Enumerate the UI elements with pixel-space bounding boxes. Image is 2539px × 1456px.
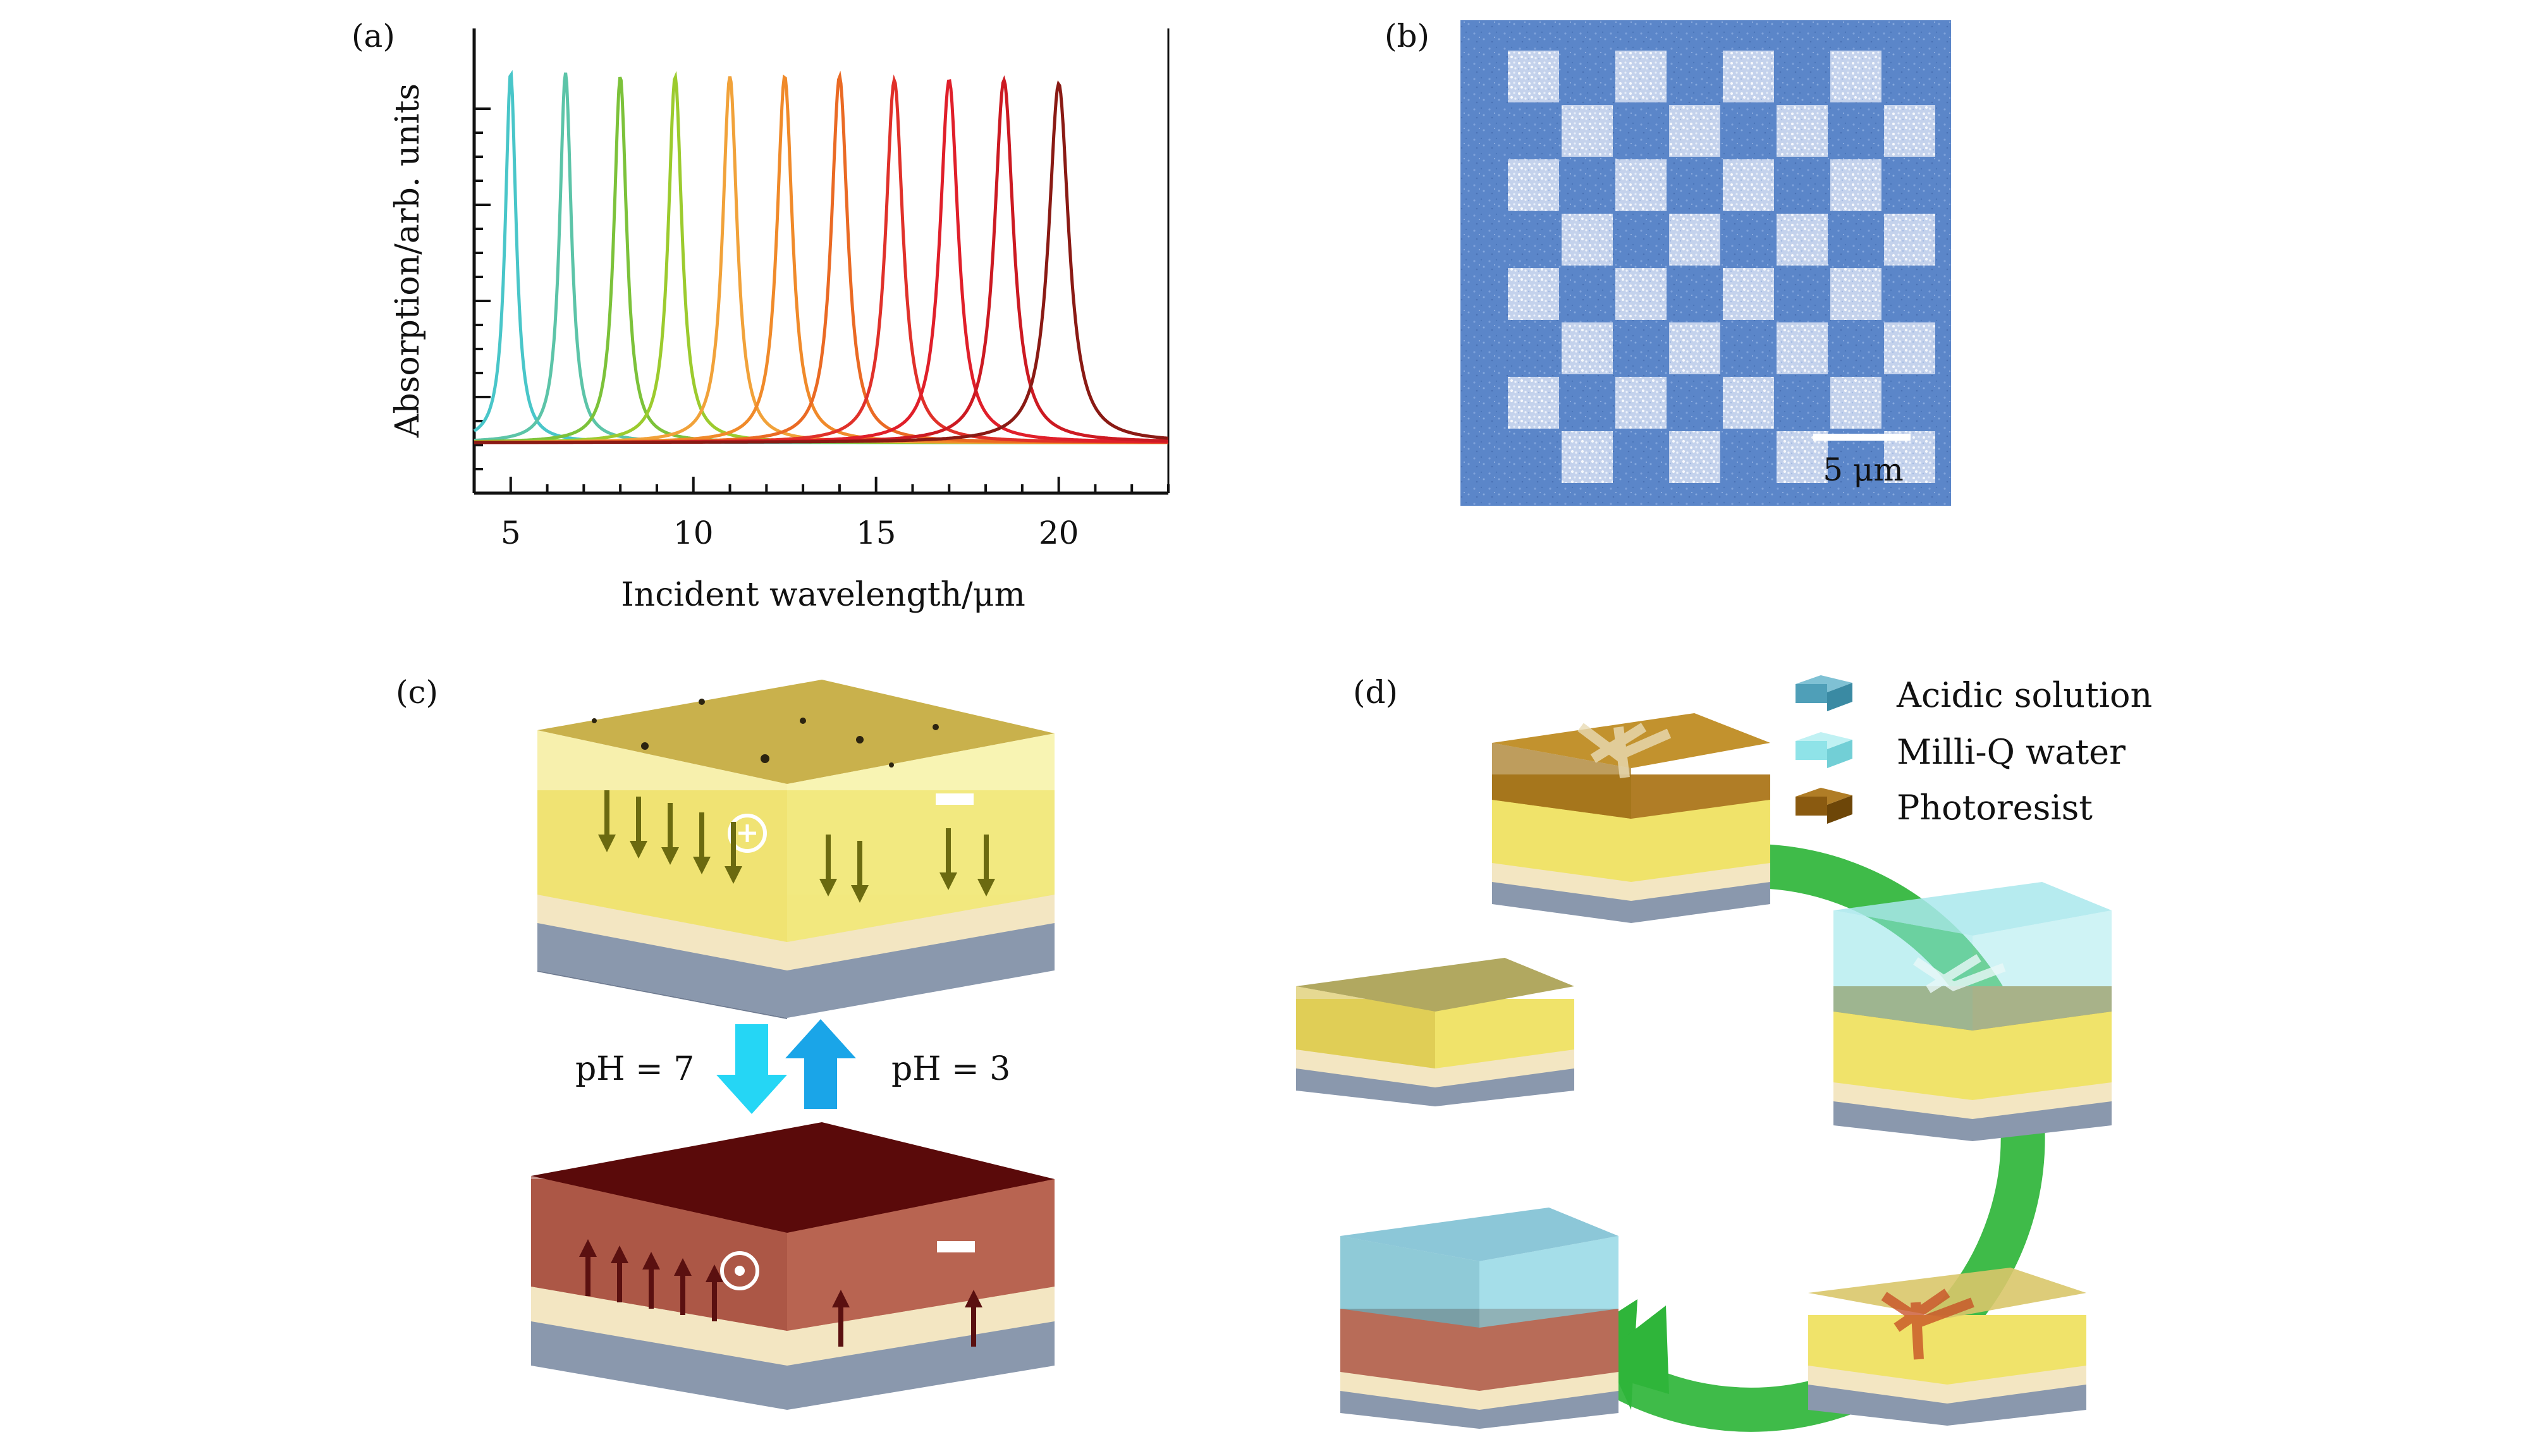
scale-bar-label: 5 μm <box>1823 451 1904 488</box>
checker-square <box>1777 105 1828 157</box>
bottom-surface-afm <box>531 1122 1055 1233</box>
polarization-arrow-down-head <box>725 866 742 884</box>
panel-b-label: (b) <box>1385 18 1429 54</box>
checker-square <box>1615 159 1667 211</box>
arrow-down-icon <box>716 1024 787 1114</box>
polarization-arrow-up-head <box>706 1264 723 1282</box>
panel-c: (c) pH = 7 <box>396 674 1055 1410</box>
scale-bar-top <box>936 793 974 805</box>
polarization-arrow-down-head <box>939 872 957 890</box>
checker-square <box>1562 105 1613 157</box>
checker-square <box>1508 51 1559 102</box>
legend-item-milliq-water: Milli-Q water <box>1796 732 2126 772</box>
checker-square <box>1508 377 1559 429</box>
panel-d-label: (d) <box>1353 674 1398 711</box>
checker-square <box>1723 377 1774 429</box>
checker-square <box>1615 268 1667 320</box>
checker-square <box>1508 159 1559 211</box>
ph-down-label: pH = 7 <box>575 1050 694 1088</box>
panel-a-label: (a) <box>352 18 395 54</box>
x-axis-label: Incident wavelength/μm <box>621 576 1025 614</box>
checker-square <box>1723 159 1774 211</box>
x-tick-label: 15 <box>856 515 896 551</box>
polarization-plus-icon <box>728 814 767 853</box>
absorption-curves <box>473 70 1169 444</box>
polarization-arrow-up-head <box>642 1252 660 1269</box>
checker-square <box>1830 159 1881 211</box>
process-block-bottom-right <box>1808 1268 2086 1426</box>
legend-item-photoresist: Photoresist <box>1796 788 2093 828</box>
polarization-arrow-up-head <box>965 1290 982 1307</box>
bottom-layer-stack <box>531 1122 1055 1410</box>
process-block-top <box>1492 713 1770 923</box>
polarization-arrow-down-head <box>630 841 647 859</box>
polarization-arrow-up-head <box>611 1245 628 1263</box>
polarization-arrow-down-head <box>598 835 616 852</box>
checker-square <box>1669 431 1720 483</box>
panel-a: (a) 5 10 15 20 Incident wavelength/μm Absor… <box>352 18 1170 614</box>
checker-square <box>1562 214 1613 266</box>
process-block-right <box>1833 882 2112 1141</box>
absorption-curve <box>474 80 1169 444</box>
checker-square <box>1669 322 1720 374</box>
polarization-arrow-down-head <box>851 885 869 903</box>
x-tick-label: 10 <box>673 515 714 551</box>
polarization-up-arrows <box>579 1239 982 1347</box>
polarization-arrow-down-head <box>661 847 679 865</box>
svg-text:Milli-Q water: Milli-Q water <box>1897 732 2126 772</box>
checker-square <box>1884 105 1935 157</box>
panel-d: (d) Acidic solution Milli-Q water Photor… <box>1296 674 2152 1432</box>
polarization-arrow-down-head <box>977 879 995 896</box>
checker-square <box>1669 105 1720 157</box>
checker-square <box>1615 51 1667 102</box>
process-block-left <box>1296 958 1574 1106</box>
polarization-dot-icon <box>720 1251 759 1290</box>
checker-square <box>1615 377 1667 429</box>
polarization-arrow-up-head <box>832 1290 850 1307</box>
checker-square <box>1884 322 1935 374</box>
scale-bar <box>1813 434 1911 441</box>
checker-square <box>1562 431 1613 483</box>
checker-square <box>1669 214 1720 266</box>
polarization-arrow-down-head <box>819 879 837 896</box>
top-layer-stack <box>537 680 1055 1019</box>
scale-bar-bottom <box>937 1241 975 1252</box>
x-ticks: 5 10 15 20 <box>473 477 1170 551</box>
ph-up-label: pH = 3 <box>891 1050 1010 1088</box>
checker-square <box>1777 214 1828 266</box>
polarization-arrow-up-head <box>579 1239 597 1257</box>
legend: Acidic solution Milli-Q water Photoresis… <box>1796 675 2152 828</box>
legend-item-acidic-solution: Acidic solution <box>1796 675 2152 715</box>
checker-square <box>1830 377 1881 429</box>
svg-text:Photoresist: Photoresist <box>1897 788 2093 828</box>
checker-square <box>1562 322 1613 374</box>
polarization-down-arrows <box>598 790 995 903</box>
panel-b: (b) 5 μm <box>1385 18 1951 506</box>
checker-square <box>1508 268 1559 320</box>
x-tick-label: 20 <box>1039 515 1079 551</box>
checker-square <box>1884 214 1935 266</box>
polarization-arrow-up-head <box>674 1258 692 1276</box>
checker-square <box>1723 268 1774 320</box>
checker-square <box>1777 322 1828 374</box>
checkerboard-pattern <box>1508 51 1935 483</box>
ph-switch: pH = 7 pH = 3 <box>575 1019 1010 1114</box>
arrow-up-icon <box>785 1019 856 1109</box>
y-axis-label: Absorption/arb. units <box>389 83 427 438</box>
x-tick-label: 5 <box>501 515 521 551</box>
checker-square <box>1723 51 1774 102</box>
checker-square <box>1830 268 1881 320</box>
polarization-arrow-down-head <box>693 857 711 874</box>
svg-text:Acidic solution: Acidic solution <box>1896 675 2152 715</box>
checker-square <box>1830 51 1881 102</box>
process-block-bottom-left <box>1340 1208 1618 1429</box>
top-surface-afm <box>537 680 1055 784</box>
panel-c-label: (c) <box>396 674 438 711</box>
